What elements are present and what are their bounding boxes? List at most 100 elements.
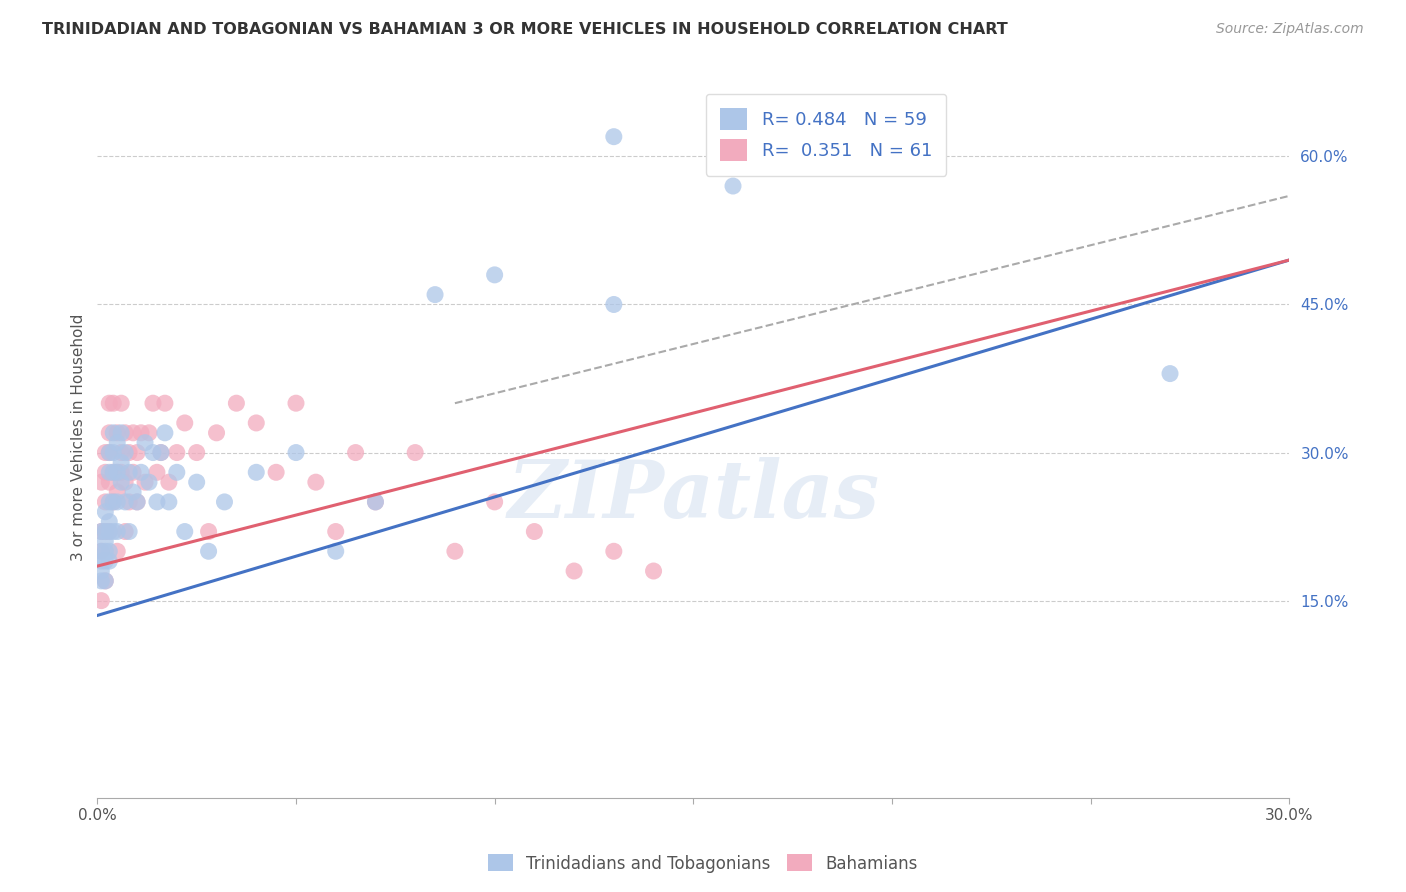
Point [103,465,125,479]
Point [98,524,121,539]
Point [118,495,141,509]
Point [603,544,626,558]
Text: TRINIDADIAN AND TOBAGONIAN VS BAHAMIAN 3 OR MORE VEHICLES IN HOUSEHOLD CORRELATI: TRINIDADIAN AND TOBAGONIAN VS BAHAMIAN 3… [42,22,1008,37]
Point [138,425,160,440]
Point [404,445,426,459]
Point [110,425,132,440]
Point [157,495,180,509]
Point [285,396,308,410]
Point [94,465,117,479]
Point [157,475,180,490]
Point [94,534,117,549]
Point [153,396,176,410]
Point [122,465,145,479]
Point [129,425,152,440]
Point [98,495,121,509]
Point [197,524,219,539]
Point [98,465,121,479]
Text: ZIPatlas: ZIPatlas [508,457,879,534]
Point [344,445,367,459]
Point [105,465,128,479]
Point [94,445,117,459]
Point [114,425,136,440]
Point [114,445,136,459]
Point [90,554,112,568]
Point [94,524,117,539]
Point [105,544,128,558]
Point [105,524,128,539]
Point [94,495,117,509]
Point [122,485,145,500]
Point [98,554,121,568]
Point [129,465,152,479]
Point [173,416,195,430]
Point [103,396,125,410]
Point [264,465,287,479]
Point [110,465,132,479]
Point [90,564,112,578]
Point [118,445,141,459]
Point [364,495,387,509]
Point [245,465,267,479]
Point [90,574,112,588]
Point [110,475,132,490]
Point [94,574,117,588]
Point [90,475,112,490]
Point [138,475,160,490]
Text: Source: ZipAtlas.com: Source: ZipAtlas.com [1216,22,1364,37]
Point [603,129,626,144]
Point [325,544,347,558]
Point [110,455,132,469]
Point [149,445,172,459]
Point [94,505,117,519]
Point [149,445,172,459]
Point [105,495,128,509]
Point [125,495,148,509]
Point [103,425,125,440]
Point [118,465,141,479]
Point [90,593,112,607]
Y-axis label: 3 or more Vehicles in Household: 3 or more Vehicles in Household [72,314,86,561]
Point [103,495,125,509]
Point [90,524,112,539]
Point [90,544,112,558]
Point [245,416,267,430]
Point [166,445,188,459]
Point [214,495,236,509]
Point [114,495,136,509]
Point [721,179,744,194]
Point [103,495,125,509]
Point [305,475,328,490]
Point [186,475,208,490]
Point [98,396,121,410]
Point [146,465,169,479]
Point [643,564,665,578]
Point [562,564,585,578]
Point [98,445,121,459]
Point [134,435,156,450]
Point [94,574,117,588]
Point [90,524,112,539]
Point [110,445,132,459]
Point [103,445,125,459]
Point [98,425,121,440]
Point [98,475,121,490]
Point [146,495,169,509]
Point [98,544,121,558]
Point [186,445,208,459]
Point [125,445,148,459]
Point [103,524,125,539]
Point [105,435,128,450]
Point [105,425,128,440]
Point [98,524,121,539]
Point [197,544,219,558]
Point [285,445,308,459]
Point [1159,367,1181,381]
Point [484,495,506,509]
Point [94,544,117,558]
Legend: Trinidadians and Tobagonians, Bahamians: Trinidadians and Tobagonians, Bahamians [481,847,925,880]
Point [153,425,176,440]
Point [94,524,117,539]
Point [103,465,125,479]
Point [523,524,546,539]
